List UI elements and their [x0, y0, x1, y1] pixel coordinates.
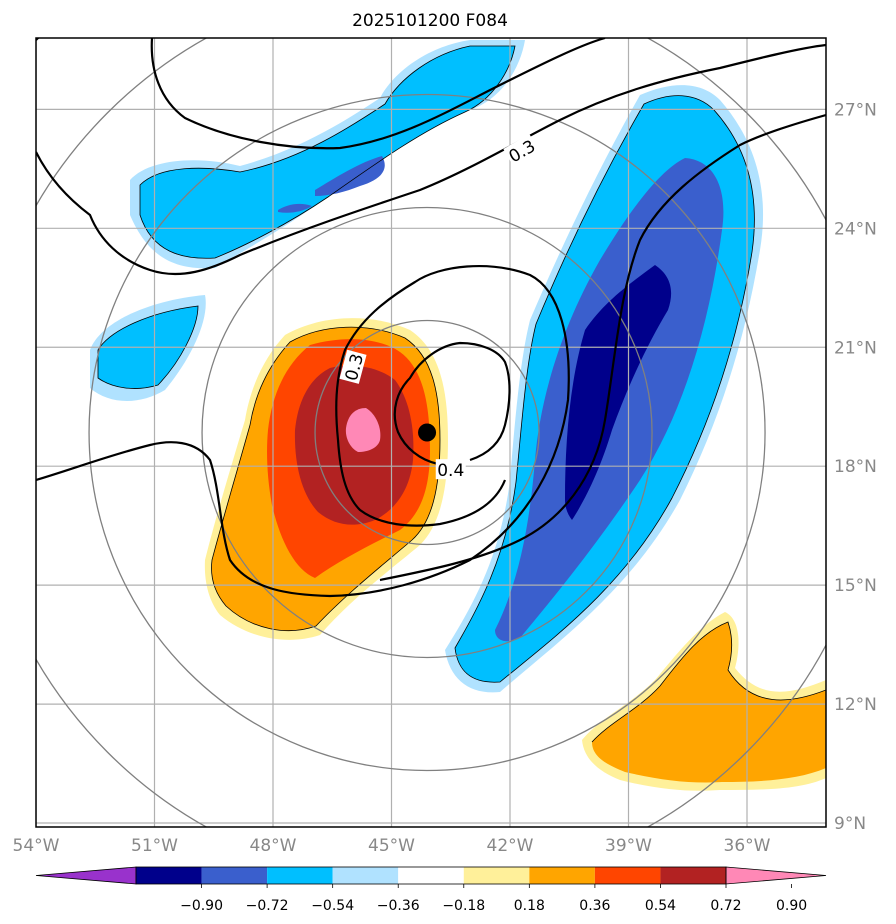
- y-tick-label: 15°N: [834, 576, 877, 596]
- field-negative-nw-core2: [278, 203, 312, 213]
- field-positive-se-orange: [592, 622, 826, 783]
- contour-line-east: [379, 113, 826, 582]
- colorbar-tick-label: −0.36: [377, 898, 420, 914]
- y-tick-label: 24°N: [834, 219, 877, 239]
- x-tick-label: 42°W: [487, 836, 534, 856]
- contour-label-2: 0.4: [435, 459, 466, 481]
- colorbar-tick-label: 0.54: [645, 898, 676, 914]
- shaded-field: [90, 40, 826, 791]
- colorbar-tick-label: 0.18: [514, 898, 545, 914]
- colorbar-segment-0: [136, 867, 202, 884]
- colorbar-tick-label: 0.36: [579, 898, 610, 914]
- map-frame: [35, 37, 827, 828]
- contour-line-0-4: [393, 341, 511, 466]
- y-tick-label: 27°N: [834, 100, 877, 120]
- contour-line-west-loop: [36, 264, 570, 598]
- y-tick-label: 9°N: [834, 814, 866, 834]
- colorbar-tick-label: 0.72: [710, 898, 741, 914]
- y-tick-label: 18°N: [834, 457, 877, 477]
- field-negative-e-core: [565, 265, 672, 520]
- contour-label-0: 0.3: [503, 133, 540, 167]
- contour-lines: [36, 38, 826, 598]
- colorbar: −0.90 −0.72 −0.54 −0.36 −0.18 0.18 0.36 0.54 0.7…: [35, 866, 827, 914]
- contour-line-north-arc: [150, 38, 606, 150]
- field-negative-nw-band-inner: [140, 46, 515, 259]
- colorbar-tick-label: −0.18: [442, 898, 485, 914]
- x-tick-label: 54°W: [13, 836, 60, 856]
- x-tick-label: 36°W: [724, 836, 771, 856]
- gridlines: [36, 38, 826, 827]
- range-ring-3: [88, 93, 766, 772]
- x-axis-tick-labels: 54°W 51°W 48°W 45°W 42°W 39°W 36°W: [13, 836, 771, 856]
- map-area: 0.30.30.4: [36, 38, 826, 827]
- colorbar-segment-3: [332, 867, 399, 884]
- colorbar-extend-low: [35, 866, 137, 885]
- colorbar-segment-7: [594, 867, 661, 884]
- range-rings: [36, 38, 826, 827]
- contour-label-text: 0.4: [437, 461, 464, 481]
- field-negative-nw-core: [315, 156, 385, 196]
- x-tick-label: 45°W: [368, 836, 415, 856]
- colorbar-tick-label: −0.90: [180, 898, 223, 914]
- x-tick-label: 39°W: [605, 836, 652, 856]
- colorbar-segment-2: [267, 867, 333, 884]
- colorbar-segment-1: [201, 867, 268, 884]
- y-tick-label: 12°N: [834, 695, 877, 715]
- chart-title: 2025101200 F084: [352, 11, 508, 31]
- colorbar-segment-4: [398, 867, 464, 884]
- colorbar-tick-label: −0.72: [246, 898, 289, 914]
- y-axis-tick-labels: 9°N 12°N 15°N 18°N 21°N 24°N 27°N: [834, 100, 877, 834]
- range-ring-2: [201, 206, 653, 659]
- storm-center-marker: [418, 423, 437, 442]
- colorbar-extend-high: [725, 866, 827, 885]
- colorbar-segment-5: [463, 867, 530, 884]
- field-positive-central-core: [345, 408, 381, 452]
- x-tick-label: 51°W: [131, 836, 178, 856]
- x-tick-label: 48°W: [250, 836, 297, 856]
- y-tick-label: 21°N: [834, 338, 877, 358]
- colorbar-segment-8: [660, 867, 726, 884]
- colorbar-segment-6: [529, 867, 595, 884]
- contour-line-0-3-north: [36, 43, 826, 276]
- range-ring-1: [314, 319, 540, 546]
- colorbar-tick-label: 0.90: [776, 898, 807, 914]
- colorbar-tick-label: −0.54: [311, 898, 354, 914]
